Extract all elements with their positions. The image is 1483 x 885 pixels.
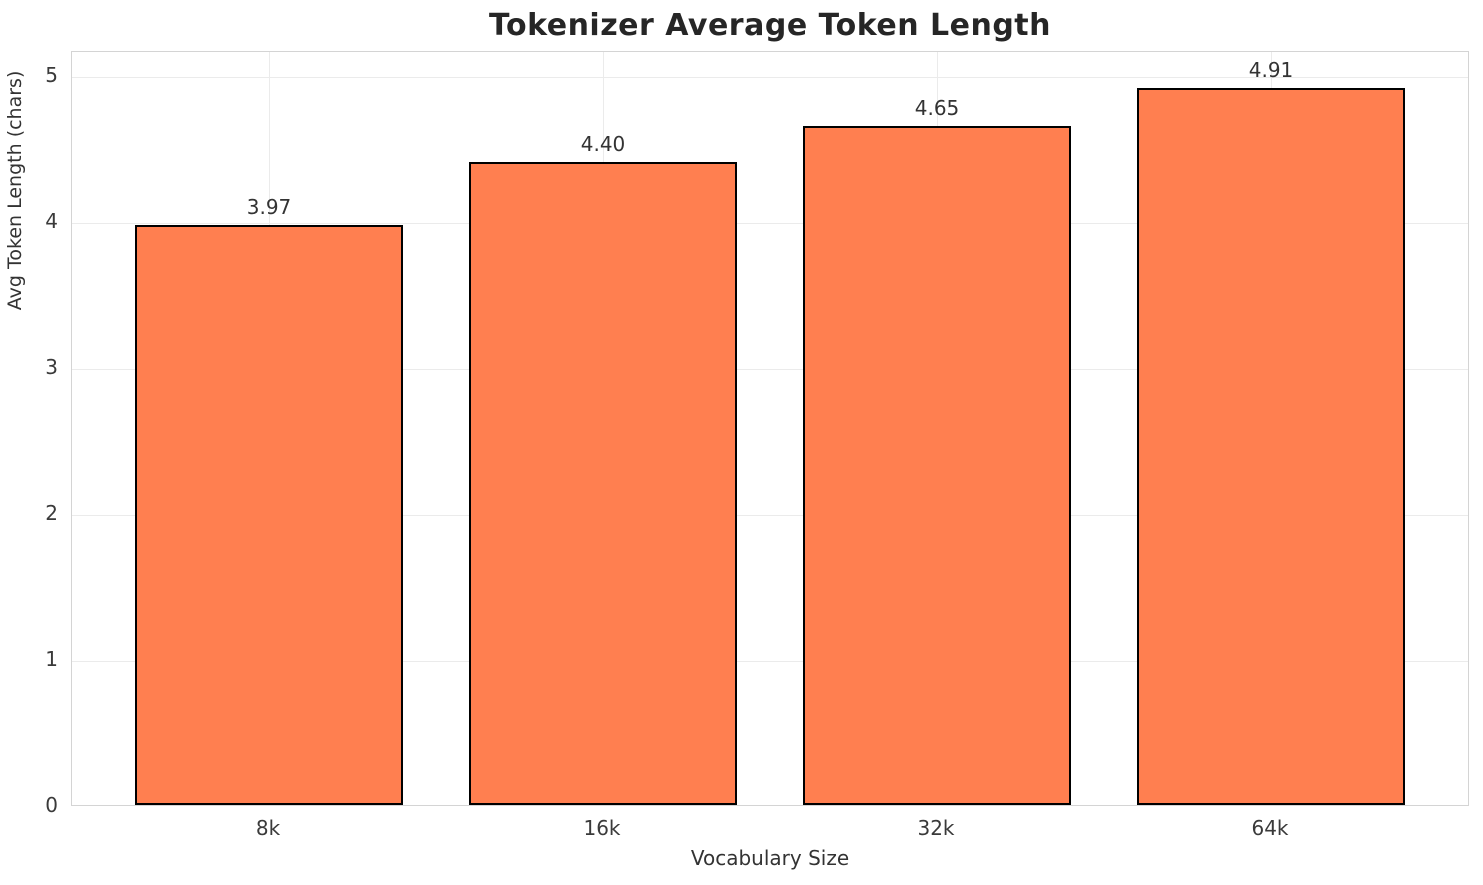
chart-title: Tokenizer Average Token Length	[488, 8, 1051, 43]
x-tick-label: 16k	[583, 816, 621, 840]
bar-value-label: 4.65	[914, 95, 960, 120]
bar-16k[interactable]	[469, 162, 737, 805]
y-tick-label: 0	[45, 793, 58, 817]
y-tick-label: 1	[45, 646, 58, 671]
bar-value-label: 4.40	[580, 132, 626, 157]
y-gridline	[72, 660, 1468, 662]
y-gridline	[72, 368, 1468, 370]
plot-area: 3.97 4.40 4.65 4.91	[71, 51, 1469, 806]
y-tick-label: 4	[45, 208, 58, 233]
y-tick-label: 2	[45, 500, 58, 525]
y-gridline	[72, 76, 1468, 78]
x-tick-label: 8k	[255, 816, 281, 840]
y-gridline	[72, 514, 1468, 516]
bar-64k[interactable]	[1137, 87, 1405, 805]
y-tick-label: 5	[45, 62, 58, 87]
y-gridline	[72, 222, 1468, 224]
x-axis-label: Vocabulary Size	[690, 846, 850, 870]
x-tick-label: 32k	[917, 816, 955, 840]
bar-8k[interactable]	[135, 225, 403, 805]
bar-value-label: 4.91	[1248, 57, 1294, 82]
y-tick-label: 3	[45, 354, 58, 379]
x-tick-label: 64k	[1251, 816, 1289, 840]
bar-32k[interactable]	[803, 125, 1071, 805]
bar-value-label: 3.97	[246, 195, 292, 220]
y-axis-label-text: Avg Token Length (chars)	[4, 70, 26, 311]
